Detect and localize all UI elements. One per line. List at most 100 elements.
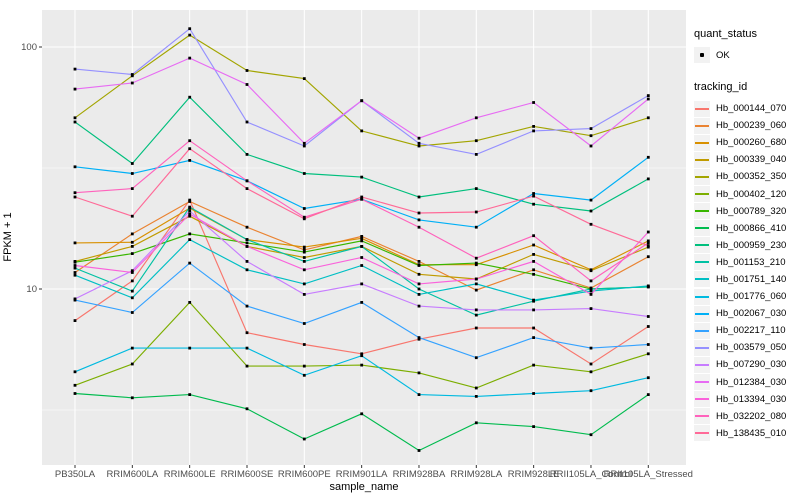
data-point <box>188 232 192 236</box>
legend-item-Hb_000239_060: Hb_000239_060 <box>694 117 800 134</box>
data-point <box>532 336 535 339</box>
legend-item-Hb_012384_030: Hb_012384_030 <box>694 374 800 391</box>
color-line-key <box>694 374 710 391</box>
legend-item-label: Hb_000144_070 <box>716 103 787 115</box>
series-color-line-icon <box>695 175 709 178</box>
data-point <box>532 260 535 263</box>
data-point <box>646 376 650 380</box>
legend-item-label: Hb_000866_410 <box>716 222 787 234</box>
data-point <box>589 362 593 366</box>
legend-title-quant-status: quant_status <box>694 28 757 40</box>
legend-item-Hb_001153_210: Hb_001153_210 <box>694 254 800 271</box>
legend-item-label: Hb_001153_210 <box>716 256 786 268</box>
data-point <box>360 239 364 243</box>
legend-item-label: Hb_032202_080 <box>716 410 787 422</box>
series-color-line-icon <box>695 295 709 298</box>
data-point <box>188 56 192 60</box>
series-color-line-icon <box>695 158 709 161</box>
legend-item-label: Hb_003579_050 <box>716 342 787 354</box>
data-point <box>589 370 593 374</box>
color-line-key <box>694 271 710 288</box>
color-line-key <box>694 322 710 339</box>
data-point <box>646 284 650 288</box>
data-point <box>474 116 478 120</box>
data-point <box>589 346 593 350</box>
data-point <box>646 97 650 101</box>
data-point <box>188 301 192 304</box>
data-point <box>245 187 249 190</box>
data-point <box>474 263 478 267</box>
data-point <box>532 234 535 238</box>
data-point <box>646 352 650 356</box>
data-point <box>532 308 535 312</box>
legend-title-tracking-id: tracking_id <box>694 81 748 93</box>
data-point <box>360 235 364 238</box>
legend-item-label: Hb_000789_320 <box>716 205 787 217</box>
color-line-key <box>694 134 710 151</box>
data-point <box>245 304 249 308</box>
data-point <box>532 125 535 128</box>
y-axis-title: FPKM + 1 <box>2 212 14 262</box>
data-point <box>302 373 306 377</box>
data-point <box>417 337 421 341</box>
series-color-line-icon <box>695 312 709 315</box>
data-point <box>130 271 134 274</box>
color-line-key <box>694 100 710 117</box>
data-point <box>532 192 535 195</box>
data-point <box>302 293 306 296</box>
data-point <box>188 27 192 31</box>
data-point <box>73 195 77 199</box>
data-point <box>130 187 134 190</box>
data-point <box>188 238 192 241</box>
data-point <box>130 396 134 400</box>
series-color-line-icon <box>695 329 709 332</box>
data-point <box>188 95 192 99</box>
data-point <box>417 264 421 267</box>
legend-item-label: Hb_138435_010 <box>716 427 787 439</box>
legend-item-label: Hb_000402_120 <box>716 188 787 200</box>
data-point <box>130 252 134 255</box>
data-point <box>646 177 650 181</box>
data-point <box>646 255 650 259</box>
data-point <box>188 139 192 143</box>
data-point <box>532 268 535 272</box>
data-point <box>646 116 650 120</box>
data-point <box>589 389 593 393</box>
data-point <box>130 311 134 314</box>
data-point <box>130 214 134 218</box>
series-color-line-icon <box>695 107 709 110</box>
data-point <box>302 248 306 252</box>
data-point <box>532 298 535 302</box>
data-point <box>73 67 77 71</box>
data-point <box>130 73 134 76</box>
legend-item-Hb_001776_060: Hb_001776_060 <box>694 288 800 305</box>
data-point <box>188 200 192 203</box>
data-point <box>589 279 593 283</box>
color-line-key <box>694 168 710 185</box>
data-point <box>646 241 650 245</box>
data-point <box>360 264 364 267</box>
data-point <box>245 260 249 263</box>
data-point <box>130 232 134 236</box>
x-tick-label-RRIM928LA: RRIM928LA <box>450 469 502 480</box>
data-point <box>360 129 364 133</box>
data-point <box>245 245 249 248</box>
data-point <box>245 153 249 156</box>
data-point <box>474 139 478 143</box>
x-tick-label-RRIM600LE: RRIM600LE <box>164 469 216 480</box>
data-point <box>73 241 77 245</box>
legend-item-Hb_007290_030: Hb_007290_030 <box>694 356 800 373</box>
data-point <box>646 230 650 234</box>
series-color-line-icon <box>695 141 709 144</box>
legend-item-label: Hb_001776_060 <box>716 291 787 303</box>
legend-item-label: Hb_013394_030 <box>716 393 787 405</box>
data-point <box>417 272 421 276</box>
data-point <box>360 352 364 356</box>
data-point <box>532 101 535 104</box>
data-point <box>73 271 77 274</box>
data-point <box>360 363 364 367</box>
legend-item-Hb_138435_010: Hb_138435_010 <box>694 425 800 442</box>
x-tick-label-RRIM600SE: RRIM600SE <box>221 469 274 480</box>
data-point <box>245 364 249 368</box>
